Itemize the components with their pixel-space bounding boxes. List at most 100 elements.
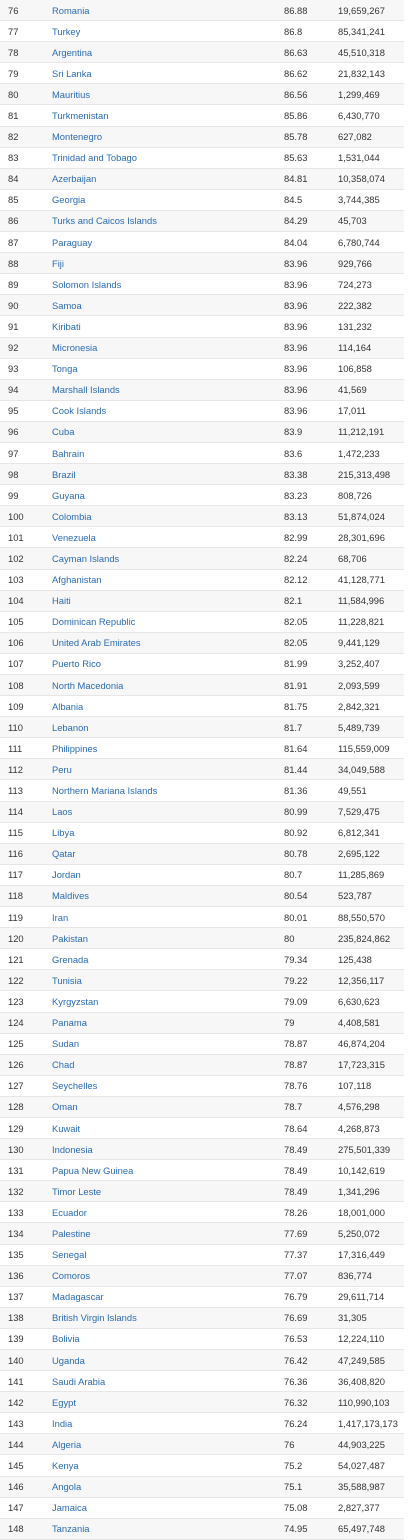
population-cell: 5,250,072 — [338, 1227, 380, 1239]
country-link[interactable]: Albania — [52, 700, 84, 712]
country-link[interactable]: North Macedonia — [52, 679, 124, 691]
country-link[interactable]: Brazil — [52, 468, 76, 480]
country-link[interactable]: Panama — [52, 1017, 87, 1029]
country-link[interactable]: Kenya — [52, 1460, 79, 1472]
country-link[interactable]: Georgia — [52, 194, 86, 206]
country-link[interactable]: Montenegro — [52, 131, 103, 143]
country-link[interactable]: Algeria — [52, 1438, 82, 1450]
country-link[interactable]: Haiti — [52, 595, 71, 607]
score-cell: 75.2 — [284, 1460, 303, 1472]
country-link[interactable]: Sudan — [52, 1038, 80, 1050]
country-link[interactable]: Jamaica — [52, 1502, 87, 1514]
rank-cell: 98 — [8, 468, 19, 480]
country-link[interactable]: Grenada — [52, 953, 89, 965]
country-link[interactable]: India — [52, 1417, 73, 1429]
score-cell: 77.07 — [284, 1270, 308, 1282]
country-link[interactable]: Seychelles — [52, 1080, 98, 1092]
country-link[interactable]: Afghanistan — [52, 574, 102, 586]
country-link[interactable]: Kyrgyzstan — [52, 995, 99, 1007]
rank-cell: 87 — [8, 236, 19, 248]
population-cell: 11,285,869 — [338, 869, 385, 881]
country-link[interactable]: Micronesia — [52, 342, 98, 354]
country-link[interactable]: Saudi Arabia — [52, 1375, 106, 1387]
country-link[interactable]: Mauritius — [52, 88, 91, 100]
country-link[interactable]: Chad — [52, 1059, 75, 1071]
country-link[interactable]: Argentina — [52, 46, 93, 58]
country-link[interactable]: Tanzania — [52, 1523, 90, 1535]
score-cell: 83.96 — [284, 320, 308, 332]
score-cell: 81.64 — [284, 742, 308, 754]
table-row: 139 Bolivia 76.53 12,224,110 — [0, 1329, 404, 1350]
table-row: 96 Cuba 83.9 11,212,191 — [0, 421, 404, 443]
country-link[interactable]: Turkmenistan — [52, 110, 109, 122]
table-row: 83 Trinidad and Tobago 85.63 1,531,044 — [0, 148, 404, 169]
table-row: 113 Northern Mariana Islands 81.36 49,551 — [0, 780, 404, 802]
country-link[interactable]: Pakistan — [52, 932, 88, 944]
score-cell: 75.08 — [284, 1502, 308, 1514]
country-link[interactable]: Marshall Islands — [52, 384, 120, 396]
country-link[interactable]: Azerbaijan — [52, 173, 97, 185]
country-link[interactable]: Dominican Republic — [52, 616, 136, 628]
country-link[interactable]: Papua New Guinea — [52, 1164, 134, 1176]
country-link[interactable]: Solomon Islands — [52, 278, 122, 290]
country-link[interactable]: Bolivia — [52, 1333, 80, 1345]
country-link[interactable]: Fiji — [52, 257, 64, 269]
country-link[interactable]: Qatar — [52, 848, 76, 860]
country-link[interactable]: Northern Mariana Islands — [52, 785, 158, 797]
country-link[interactable]: Jordan — [52, 869, 81, 881]
population-cell: 49,551 — [338, 785, 367, 797]
country-link[interactable]: Oman — [52, 1101, 78, 1113]
rank-cell: 84 — [8, 173, 19, 185]
score-cell: 80.92 — [284, 827, 308, 839]
population-cell: 222,382 — [338, 299, 372, 311]
country-link[interactable]: Uganda — [52, 1354, 85, 1366]
country-link[interactable]: Kuwait — [52, 1122, 81, 1134]
country-link[interactable]: Palestine — [52, 1227, 91, 1239]
country-link[interactable]: Laos — [52, 806, 73, 818]
country-link[interactable]: United Arab Emirates — [52, 637, 141, 649]
country-link[interactable]: Iran — [52, 911, 69, 923]
population-cell: 10,358,074 — [338, 173, 385, 185]
country-link[interactable]: Egypt — [52, 1396, 76, 1408]
country-link[interactable]: Bahrain — [52, 447, 85, 459]
country-link[interactable]: Romania — [52, 4, 90, 16]
country-link[interactable]: Colombia — [52, 510, 92, 522]
rank-cell: 88 — [8, 257, 19, 269]
country-link[interactable]: Kiribati — [52, 320, 81, 332]
country-link[interactable]: Samoa — [52, 299, 82, 311]
country-link[interactable]: Maldives — [52, 890, 89, 902]
country-link[interactable]: British Virgin Islands — [52, 1312, 137, 1324]
country-link[interactable]: Peru — [52, 763, 72, 775]
country-link[interactable]: Guyana — [52, 489, 85, 501]
population-cell: 46,874,204 — [338, 1038, 385, 1050]
country-link[interactable]: Turkey — [52, 25, 81, 37]
country-link[interactable]: Indonesia — [52, 1143, 93, 1155]
country-link[interactable]: Cayman Islands — [52, 552, 120, 564]
rank-cell: 115 — [8, 827, 23, 839]
rank-cell: 148 — [8, 1523, 24, 1535]
rank-cell: 138 — [8, 1312, 24, 1324]
country-link[interactable]: Tunisia — [52, 974, 82, 986]
country-link[interactable]: Cuba — [52, 426, 75, 438]
country-link[interactable]: Angola — [52, 1481, 82, 1493]
rank-cell: 136 — [8, 1270, 24, 1282]
country-link[interactable]: Venezuela — [52, 531, 96, 543]
score-cell: 86.62 — [284, 67, 308, 79]
country-link[interactable]: Turks and Caicos Islands — [52, 215, 157, 227]
country-link[interactable]: Senegal — [52, 1249, 87, 1261]
country-link[interactable]: Tonga — [52, 363, 78, 375]
country-link[interactable]: Comoros — [52, 1270, 91, 1282]
country-link[interactable]: Lebanon — [52, 721, 89, 733]
country-link[interactable]: Timor Leste — [52, 1185, 102, 1197]
country-link[interactable]: Ecuador — [52, 1206, 87, 1218]
country-link[interactable]: Libya — [52, 827, 75, 839]
rank-cell: 112 — [8, 763, 23, 775]
country-link[interactable]: Trinidad and Tobago — [52, 152, 137, 164]
country-link[interactable]: Philippines — [52, 742, 98, 754]
country-link[interactable]: Puerto Rico — [52, 658, 101, 670]
table-row: 111 Philippines 81.64 115,559,009 — [0, 738, 404, 760]
country-link[interactable]: Paraguay — [52, 236, 93, 248]
country-link[interactable]: Sri Lanka — [52, 67, 92, 79]
country-link[interactable]: Cook Islands — [52, 405, 107, 417]
country-link[interactable]: Madagascar — [52, 1291, 104, 1303]
